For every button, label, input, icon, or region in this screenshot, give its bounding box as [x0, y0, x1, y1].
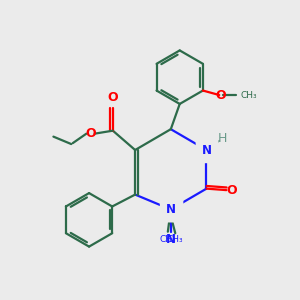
Text: O: O [226, 184, 237, 196]
Text: N: N [166, 233, 176, 246]
Text: O: O [216, 88, 226, 101]
Text: N: N [166, 203, 176, 216]
Text: N: N [202, 145, 211, 155]
Text: O: O [107, 91, 118, 104]
Text: N: N [168, 205, 177, 215]
Text: N: N [202, 143, 212, 157]
Text: H: H [218, 132, 227, 145]
Text: CH₃: CH₃ [160, 235, 176, 244]
Text: CH₃: CH₃ [167, 235, 184, 244]
Text: CH₃: CH₃ [240, 91, 257, 100]
Text: O: O [85, 127, 96, 140]
Text: N: N [168, 205, 177, 215]
